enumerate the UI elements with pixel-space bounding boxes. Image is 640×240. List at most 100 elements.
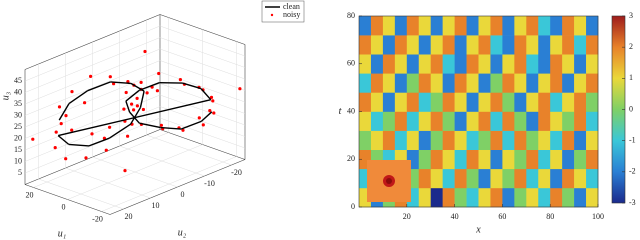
heat-cell [394,130,408,150]
heat-cell [514,54,527,74]
y-tick-label: 10 [152,201,160,210]
heat-cell [370,92,384,112]
heat-cell [574,149,587,170]
heat-cell [359,92,372,112]
noisy-point [70,128,74,132]
heat-cell [454,149,467,170]
y-tick-label: 20 [125,212,133,221]
noisy-point [31,137,35,141]
noisy-point [212,111,216,115]
heat-cell [562,111,575,131]
heat-cell [538,92,551,112]
heat-cell [454,54,467,74]
heat-cell [574,187,587,208]
heat-cell [562,35,575,55]
heat-cell [574,92,587,112]
heat-cell [502,35,515,55]
noisy-point [201,123,205,127]
heat-cell [430,187,443,208]
heat-cell [430,111,443,131]
z-axis-label: u₃ [0,91,11,100]
heat-cell [514,130,527,150]
heat-cell [394,54,408,74]
heat-cell [586,149,599,170]
x-tick-label: 20 [26,190,34,199]
grid-line [119,145,205,177]
noisy-point [139,80,143,84]
heat-cell [382,54,396,74]
noisy-point [89,74,93,78]
heat-cell [514,35,527,55]
heat-cell [406,54,420,74]
heat-cell [418,130,431,150]
heat-cell [574,35,587,55]
heat-cell [430,16,443,36]
clean-segment [125,100,131,113]
heat-cell [526,111,539,131]
heat-cell [550,187,563,208]
heat-cell [562,54,575,74]
heat-cell [442,54,455,74]
heat-cell [442,92,455,112]
colorbar-tick-label: -1 [629,135,636,144]
heat-cell [394,111,408,131]
noisy-point [238,87,242,91]
heat-cell [466,168,479,189]
heat-cell [490,92,503,112]
x-axis-label: u₁ [58,228,66,239]
heat-cell [442,187,455,208]
clean-segment [125,89,140,102]
heat-cell [394,73,408,93]
clean-segment [68,143,90,147]
heat-cell [394,92,408,112]
heat-cell [586,111,599,131]
colorbar-tick-label: 0 [629,104,633,113]
heat-cell [454,35,467,55]
x-tick-label: 100 [592,212,604,221]
heat-cell [490,54,503,74]
heat-cell [514,73,527,93]
heat-cell [418,92,431,112]
heat-cell [550,73,563,93]
noisy-point [157,71,161,76]
heat-cell [526,35,539,55]
clean-segment [129,111,140,124]
heat-cell [526,187,539,208]
heat-cell [514,92,527,112]
heat-cell [442,73,455,93]
heat-cell [526,54,539,74]
heat-cell [382,111,396,131]
heat-cell [442,35,455,55]
clean-segment [88,137,110,147]
grid-line [92,156,178,188]
heat-cell [382,16,396,36]
heat-cell [574,16,587,36]
heat-cell [538,168,551,189]
noisy-point [123,169,127,173]
clean-segment [200,88,212,101]
heat-cell [418,73,431,93]
heat-cell [466,130,479,150]
noisy-point [54,130,58,134]
z-tick-label: 10 [14,156,22,165]
x-tick-label: -20 [92,214,103,223]
clean-segment [139,90,145,108]
noisy-point [181,128,185,132]
heat-cell [442,130,455,150]
y-tick-label: 20 [347,154,355,163]
heat-cell [430,92,443,112]
heat-cell [550,111,563,131]
heat-cell [502,54,515,74]
heat-cell [478,187,491,208]
heat-cell [538,130,551,150]
heat-cell [394,16,408,36]
inset-core [386,178,392,184]
heat-cell [574,130,587,150]
y-tick-label: 40 [347,106,355,115]
clean-segment [87,81,111,92]
heat-cell [586,92,599,112]
noisy-point [159,123,163,127]
noisy-point [108,75,112,79]
heat-cell [466,149,479,170]
heat-cell [406,73,420,93]
